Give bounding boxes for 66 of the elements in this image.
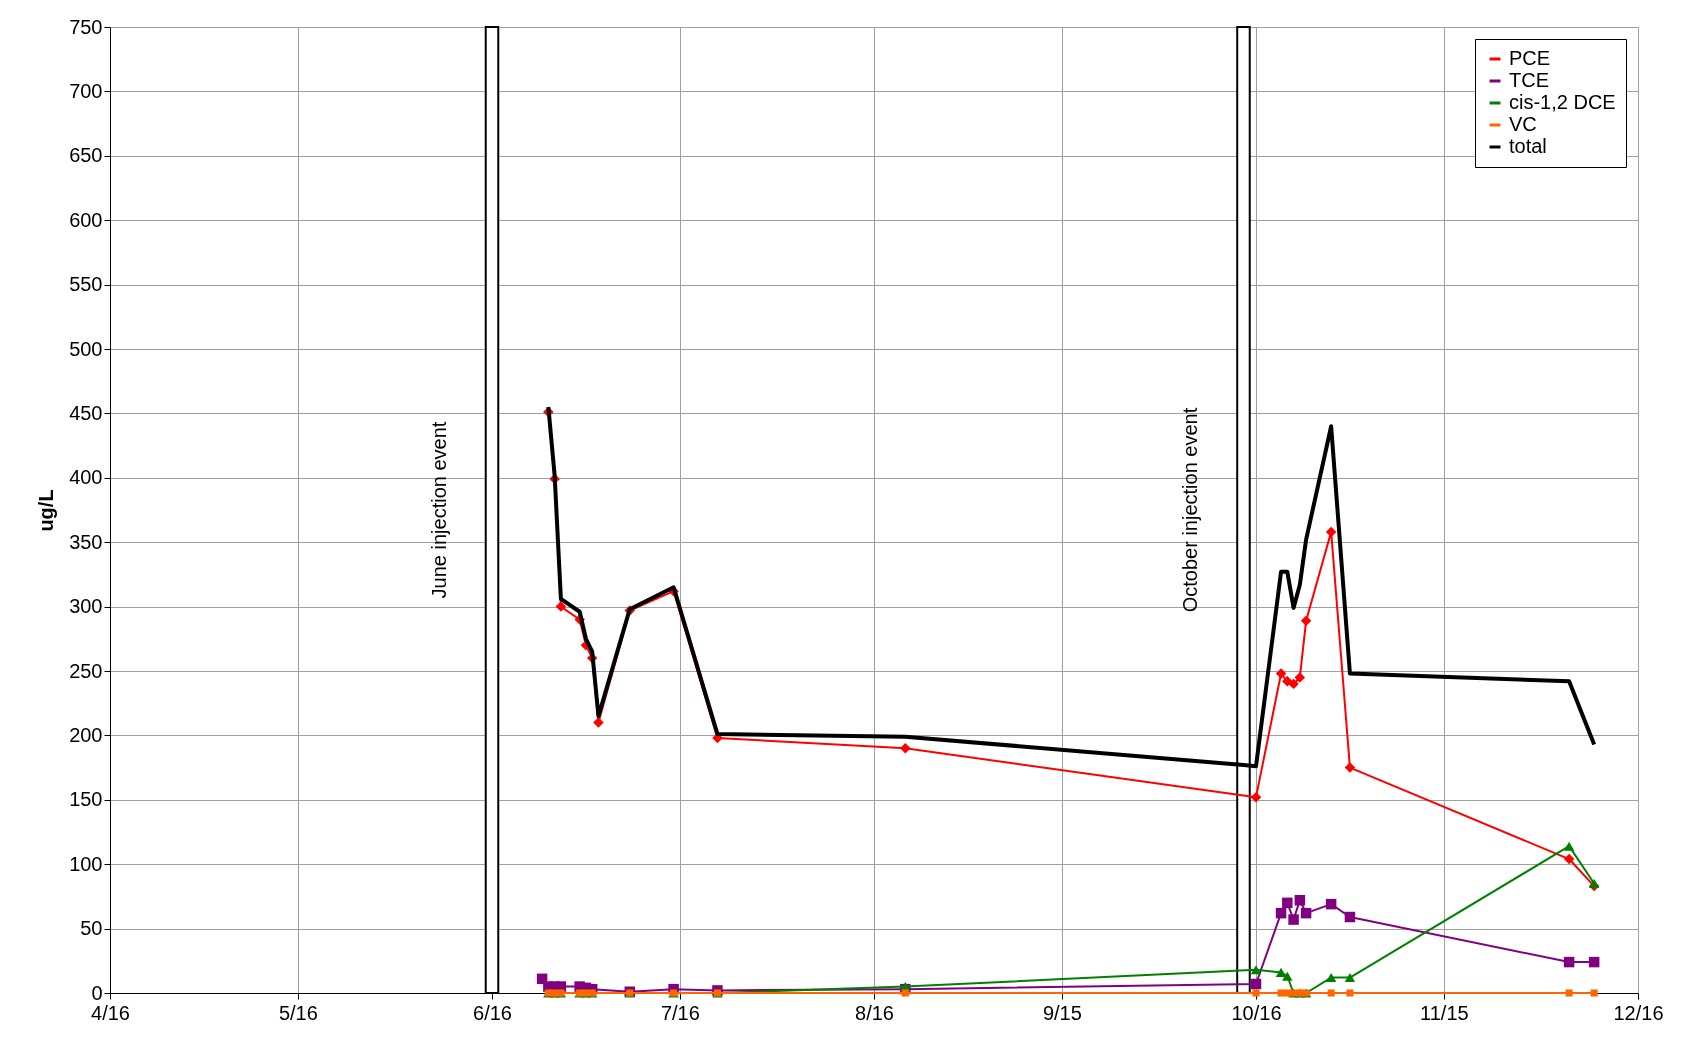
point [593, 717, 604, 728]
x-tick-label: 9/15 [1042, 1001, 1082, 1024]
point [1294, 672, 1306, 683]
x-tick-label: 7/16 [660, 1001, 700, 1024]
x-tick-label: 5/16 [278, 1001, 318, 1024]
point [1250, 791, 1262, 803]
point [1275, 907, 1287, 919]
y-tick-label: 50 [80, 917, 103, 940]
point [1563, 853, 1575, 865]
point [1294, 895, 1306, 906]
point [1563, 956, 1575, 968]
point [1282, 897, 1293, 909]
point [1344, 911, 1356, 923]
point [901, 989, 909, 997]
legend-label: VC [1509, 113, 1537, 135]
point [1252, 989, 1260, 997]
y-tick-label: 500 [69, 337, 103, 360]
x-tick-label: 10/16 [1231, 1001, 1282, 1024]
legend-label: TCE [1509, 69, 1549, 91]
y-tick-label: 150 [69, 788, 103, 811]
point [1282, 971, 1293, 981]
y-tick-label: 700 [69, 79, 103, 102]
point [1288, 914, 1299, 925]
point [1250, 978, 1262, 990]
point [1588, 956, 1600, 968]
point [1327, 989, 1335, 997]
point [1563, 841, 1575, 851]
point [555, 601, 567, 612]
y-tick-label: 0 [91, 981, 103, 1004]
x-tick-label: 6/16 [473, 1001, 512, 1024]
y-tick-label: 400 [69, 466, 103, 489]
point [1325, 898, 1337, 910]
y-tick-label: 350 [69, 530, 103, 553]
point [1250, 965, 1262, 975]
y-tick-label: 200 [69, 723, 103, 746]
y-tick-label: 750 [69, 15, 103, 38]
point [1344, 762, 1356, 773]
point [900, 743, 911, 754]
y-tick-label: 650 [69, 144, 103, 167]
point [1590, 989, 1598, 997]
point [1288, 678, 1299, 690]
y-tick-label: 550 [69, 273, 103, 296]
x-tick-label: 11/15 [1420, 1001, 1469, 1024]
y-tick-label: 600 [69, 208, 103, 231]
x-tick-label: 12/16 [1613, 1001, 1664, 1024]
y-tick-label: 100 [69, 852, 103, 875]
point [1300, 907, 1312, 919]
y-tick-label: 450 [69, 401, 103, 424]
y-tick-label: 250 [69, 659, 103, 682]
band-label: October injection event [1179, 407, 1202, 613]
point [1325, 973, 1337, 983]
legend-label: total [1509, 135, 1547, 157]
x-tick-label: 8/16 [855, 1001, 894, 1024]
point [1275, 668, 1287, 679]
y-tick-label: 300 [69, 595, 103, 618]
x-tick-label: 4/16 [91, 1001, 130, 1024]
point [1346, 989, 1354, 997]
band-label: June injection event [427, 421, 450, 599]
point [1277, 989, 1285, 997]
legend-label: cis-1,2 DCE [1509, 91, 1616, 113]
point [1344, 973, 1356, 983]
point [1325, 526, 1337, 538]
legend-label: PCE [1509, 47, 1551, 69]
point [1300, 615, 1312, 627]
point [1565, 989, 1573, 997]
y-axis-title: ug/L [35, 489, 58, 532]
